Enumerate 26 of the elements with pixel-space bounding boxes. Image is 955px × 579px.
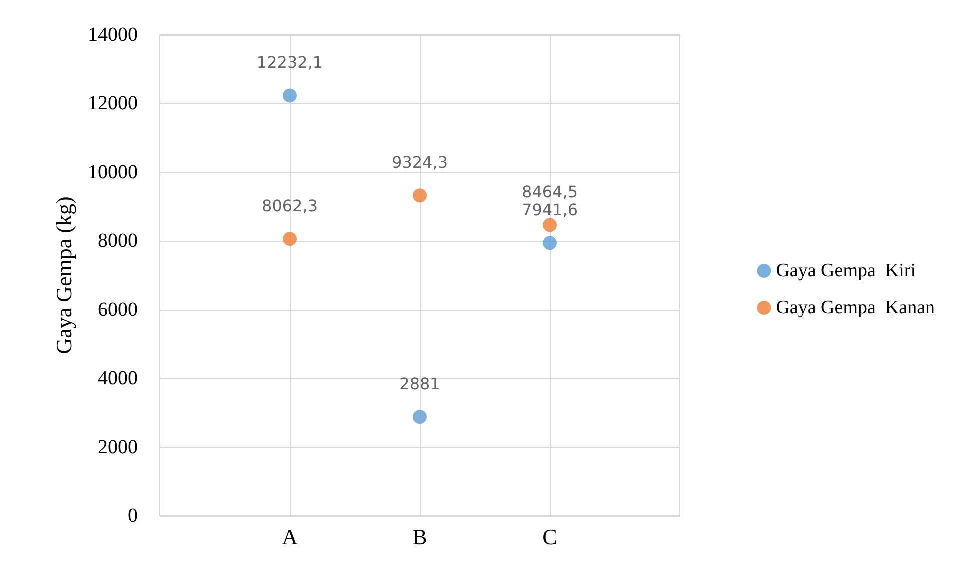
legend-label: Gaya Gempa Kanan (776, 298, 936, 318)
point (283, 88, 297, 103)
data-label: 9324,3 (392, 153, 448, 172)
x-tick-label: B (412, 524, 428, 550)
x-tick-label: A (282, 524, 298, 550)
data-label: 2881 (400, 374, 440, 394)
point (413, 188, 427, 203)
y-tick-label: 4000 (98, 368, 138, 390)
point (543, 218, 557, 232)
y-tick-label: 12000 (88, 92, 138, 115)
point (413, 410, 427, 424)
data-label: 7941,6 (522, 200, 578, 220)
legend-label: Gaya Gempa Kiri (776, 260, 916, 282)
point (543, 236, 557, 250)
y-tick-label: 14000 (88, 24, 138, 46)
data-label: 8062,3 (262, 196, 318, 216)
data-label: 12232,1 (256, 53, 324, 72)
y-tick-label: 6000 (98, 298, 138, 321)
y-axis-title: Gaya Gempa (kg) (52, 196, 76, 354)
y-tick-label: 8000 (98, 230, 138, 252)
y-tick-label: 0 (128, 505, 138, 527)
x-tick-label: C (542, 524, 558, 550)
y-tick-label: 10000 (88, 161, 138, 184)
data-label: 8464,5 (522, 182, 578, 202)
point (283, 232, 297, 246)
y-tick-label: 2000 (98, 436, 138, 458)
